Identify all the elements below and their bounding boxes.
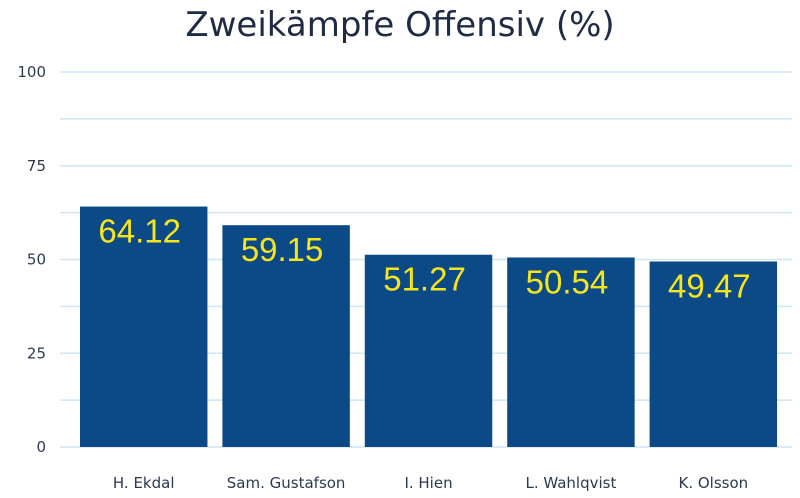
- y-tick-label: 75: [27, 157, 46, 175]
- y-tick-label: 50: [27, 251, 46, 269]
- data-label: 50.54: [526, 263, 609, 300]
- data-label: 51.27: [383, 261, 466, 298]
- data-label: 49.47: [668, 267, 751, 304]
- category-label: Sam. Gustafson: [227, 474, 346, 492]
- data-label: 64.12: [98, 213, 181, 250]
- category-label: I. Hien: [404, 474, 452, 492]
- y-tick-label: 0: [36, 438, 46, 456]
- bar: [222, 225, 350, 447]
- x-axis-categories: H. Ekdal Sam. Gustafson I. Hien L. Wahlqvis…: [113, 474, 748, 492]
- bar: [364, 254, 493, 447]
- y-tick-label: 25: [27, 344, 46, 362]
- chart-title: Zweikämpfe Offensiv (%): [185, 5, 615, 45]
- bar: [649, 261, 778, 447]
- bar: [80, 206, 208, 447]
- bar: [507, 257, 635, 447]
- category-label: L. Wahlqvist: [525, 474, 616, 492]
- bars: [80, 206, 778, 447]
- data-label: 59.15: [241, 231, 324, 268]
- category-label: H. Ekdal: [113, 474, 175, 492]
- category-label: K. Olsson: [678, 474, 748, 492]
- data-labels: 64.12 59.15 51.27 50.54 49.47: [98, 213, 750, 305]
- y-tick-label: 100: [17, 63, 46, 81]
- y-axis-ticks: 0 25 50 75 100: [17, 63, 46, 456]
